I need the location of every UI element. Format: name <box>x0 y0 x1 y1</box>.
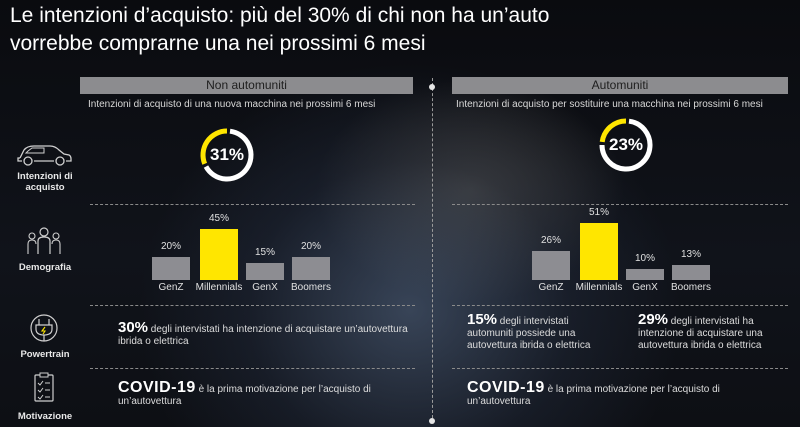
separator-left-1 <box>90 204 415 205</box>
separator-right-3 <box>452 368 788 369</box>
plug-icon <box>14 312 74 349</box>
separator-left-3 <box>90 368 415 369</box>
bar-value-genz: 26% <box>540 234 561 246</box>
bar-value-boomers: 13% <box>680 249 701 261</box>
motivazione-left-value: COVID-19 <box>118 379 196 396</box>
powertrain-left-value: 30% <box>118 319 149 336</box>
bar-genz <box>532 250 570 280</box>
row-label-motivazione: Motivazione <box>17 411 73 422</box>
bar-boomers <box>292 257 330 280</box>
bar-value-millennials: 51% <box>588 206 609 218</box>
header-non-automuniti: Non automuniti <box>80 77 413 94</box>
bar-category-genx: GenX <box>632 282 658 293</box>
powertrain-right-1-value: 15% <box>467 311 498 328</box>
bar-boomers <box>672 265 710 280</box>
motivazione-left: COVID-19 è la prima motivazione per l’ac… <box>118 379 408 408</box>
donut-right-label: 23% <box>608 135 644 154</box>
powertrain-right-1-text: degli intervistati automuniti possiede u… <box>467 316 591 351</box>
people-icon <box>14 226 74 263</box>
bar-value-genz: 20% <box>160 241 181 253</box>
bar-category-genz: GenZ <box>538 282 564 293</box>
bar-genx <box>626 268 664 280</box>
subtitle-left: Intenzioni di acquisto di una nuova macc… <box>88 99 376 110</box>
car-icon <box>14 138 74 173</box>
powertrain-right-1: 15% degli intervistati automuniti possie… <box>467 311 617 352</box>
separator-right-1 <box>452 204 788 205</box>
powertrain-right-2: 29% degli intervistati ha intenzione di … <box>638 311 788 352</box>
bar-category-boomers: Boomers <box>670 282 711 293</box>
motivazione-left-text: è la prima motivazione per l’acquisto di… <box>118 384 371 407</box>
bar-genx <box>246 263 284 280</box>
bar-chart-left: 20% GenZ 45% Millennials 15% GenX 20% Boomers <box>140 200 420 300</box>
title-line-2: vorrebbe comprarne una nei prossimi 6 me… <box>10 32 426 55</box>
checklist-icon <box>14 372 74 409</box>
donut-right-track <box>599 118 653 172</box>
row-label-demografia: Demografia <box>18 262 72 273</box>
page-title: Le intenzioni d’acquisto: più del 30% di… <box>10 2 710 58</box>
bar-value-genx: 15% <box>254 247 275 259</box>
separator-left-2 <box>90 305 415 306</box>
motivazione-right-value: COVID-19 <box>467 379 545 396</box>
donut-right: 23% <box>598 117 654 173</box>
title-line-1: Le intenzioni d’acquisto: più del 30% di… <box>10 4 550 27</box>
bar-value-genx: 10% <box>634 252 655 264</box>
divider-dot-bottom <box>429 418 435 424</box>
bar-chart-right: 26% GenZ 51% Millennials 10% GenX 13% Boomers <box>520 200 800 300</box>
motivazione-right-text: è la prima motivazione per l’acquisto di… <box>467 384 720 407</box>
donut-left-arc <box>200 128 228 165</box>
bar-genz <box>152 257 190 280</box>
row-label-powertrain: Powertrain <box>20 349 70 360</box>
center-divider <box>432 78 433 423</box>
bar-category-millennials: Millennials <box>195 282 243 293</box>
separator-right-2 <box>452 305 788 306</box>
donut-left: 31% <box>199 127 255 183</box>
powertrain-right-2-value: 29% <box>638 311 669 328</box>
powertrain-left: 30% degli intervistati ha intenzione di … <box>118 319 418 348</box>
bar-category-genx: GenX <box>252 282 278 293</box>
bar-category-boomers: Boomers <box>290 282 331 293</box>
divider-dot-top <box>429 84 435 90</box>
donut-right-arc <box>599 118 627 143</box>
powertrain-left-text: degli intervistati ha intenzione di acqu… <box>118 324 408 347</box>
bar-millennials <box>580 222 618 280</box>
bar-category-millennials: Millennials <box>575 282 623 293</box>
bar-millennials <box>200 229 238 280</box>
subtitle-right: Intenzioni di acquisto per sostituire un… <box>456 99 763 110</box>
donut-left-label: 31% <box>209 145 245 164</box>
bar-category-genz: GenZ <box>158 282 184 293</box>
row-label-intenzioni: Intenzioni di acquisto <box>17 171 73 193</box>
powertrain-right-2-text: degli intervistati ha intenzione di acqu… <box>638 316 763 351</box>
motivazione-right: COVID-19 è la prima motivazione per l’ac… <box>467 379 767 408</box>
header-automuniti: Automuniti <box>452 77 788 94</box>
bar-value-millennials: 45% <box>208 213 229 225</box>
bar-value-boomers: 20% <box>300 241 321 253</box>
donut-left-track <box>203 128 254 182</box>
